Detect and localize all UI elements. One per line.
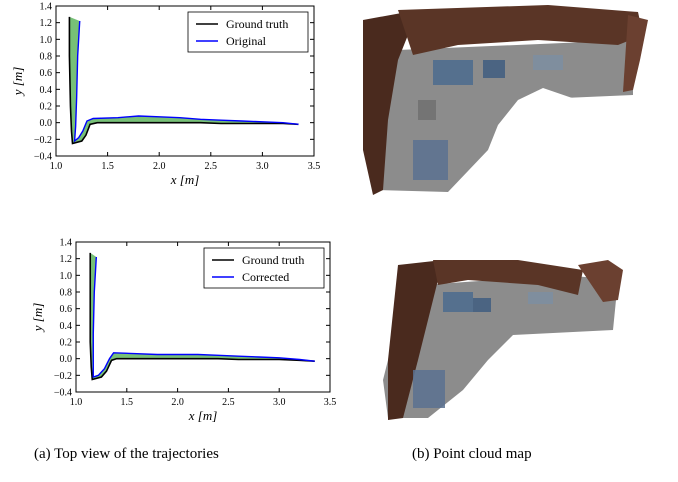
point-cloud-image — [383, 260, 623, 420]
caption-b: (b) Point cloud map — [412, 446, 532, 463]
x-tick-label: 1.0 — [70, 397, 83, 408]
x-tick-label: 3.5 — [308, 161, 321, 172]
x-axis-label: x [m] — [170, 172, 200, 187]
y-tick-label: 0.0 — [40, 118, 53, 129]
caption-a: (a) Top view of the trajectories — [34, 446, 219, 463]
y-tick-label: −0.4 — [54, 388, 72, 399]
legend-label: Ground truth — [226, 17, 288, 31]
y-axis-label: y [m] — [30, 303, 45, 334]
y-tick-label: 0.2 — [60, 338, 73, 349]
y-tick-label: 1.0 — [60, 271, 73, 282]
y-tick-label: 1.2 — [40, 18, 53, 29]
x-tick-label: 2.0 — [153, 161, 166, 172]
y-tick-label: 0.8 — [60, 288, 73, 299]
x-tick-label: 2.5 — [222, 397, 235, 408]
x-tick-label: 2.0 — [171, 397, 184, 408]
legend-label: Ground truth — [242, 253, 304, 267]
x-tick-label: 1.5 — [101, 161, 114, 172]
y-tick-label: −0.4 — [34, 152, 52, 163]
legend-label: Original — [226, 34, 267, 48]
point-cloud-map-original — [338, 0, 663, 210]
x-axis-label: x [m] — [188, 408, 218, 423]
y-tick-label: 0.4 — [40, 85, 53, 96]
x-tick-label: 3.0 — [256, 161, 269, 172]
y-tick-label: 0.6 — [40, 68, 53, 79]
x-tick-label: 1.5 — [121, 397, 134, 408]
trajectory-chart-corrected: 1.0 1.5 2.0 2.5 3.0 3.5 −0.4 −0.2 0.0 0.2 0.4 0.6 0.… — [0, 236, 340, 441]
y-tick-label: −0.2 — [54, 371, 72, 382]
x-tick-label: 2.5 — [205, 161, 218, 172]
y-tick-label: 0.0 — [60, 354, 73, 365]
y-tick-label: 1.2 — [60, 254, 73, 265]
x-tick-label: 1.0 — [50, 161, 63, 172]
x-tick-label: 3.5 — [324, 397, 337, 408]
y-tick-label: 1.4 — [40, 2, 53, 13]
point-cloud-map-corrected — [338, 240, 663, 445]
x-tick-label: 3.0 — [273, 397, 286, 408]
legend-label: Corrected — [242, 270, 289, 284]
y-tick-label: 0.6 — [60, 304, 73, 315]
point-cloud-image — [363, 5, 648, 195]
y-tick-label: 0.8 — [40, 52, 53, 63]
trajectory-plot-original: 1.0 1.5 2.0 2.5 3.0 3.5 −0.4 −0.2 0.0 0.2 0.4 0.6 0.… — [0, 0, 330, 205]
trajectory-chart-original: 1.0 1.5 2.0 2.5 3.0 3.5 −0.4 −0.2 0.0 0.2 0.4 0.6 0.… — [0, 0, 330, 205]
y-tick-label: 1.0 — [40, 35, 53, 46]
y-tick-label: 0.4 — [60, 321, 73, 332]
y-axis-label: y [m] — [10, 67, 25, 98]
y-tick-label: 1.4 — [60, 238, 73, 249]
y-tick-label: −0.2 — [34, 135, 52, 146]
trajectory-plot-corrected: 1.0 1.5 2.0 2.5 3.0 3.5 −0.4 −0.2 0.0 0.2 0.4 0.6 0.… — [0, 236, 340, 441]
y-tick-label: 0.2 — [40, 102, 53, 113]
